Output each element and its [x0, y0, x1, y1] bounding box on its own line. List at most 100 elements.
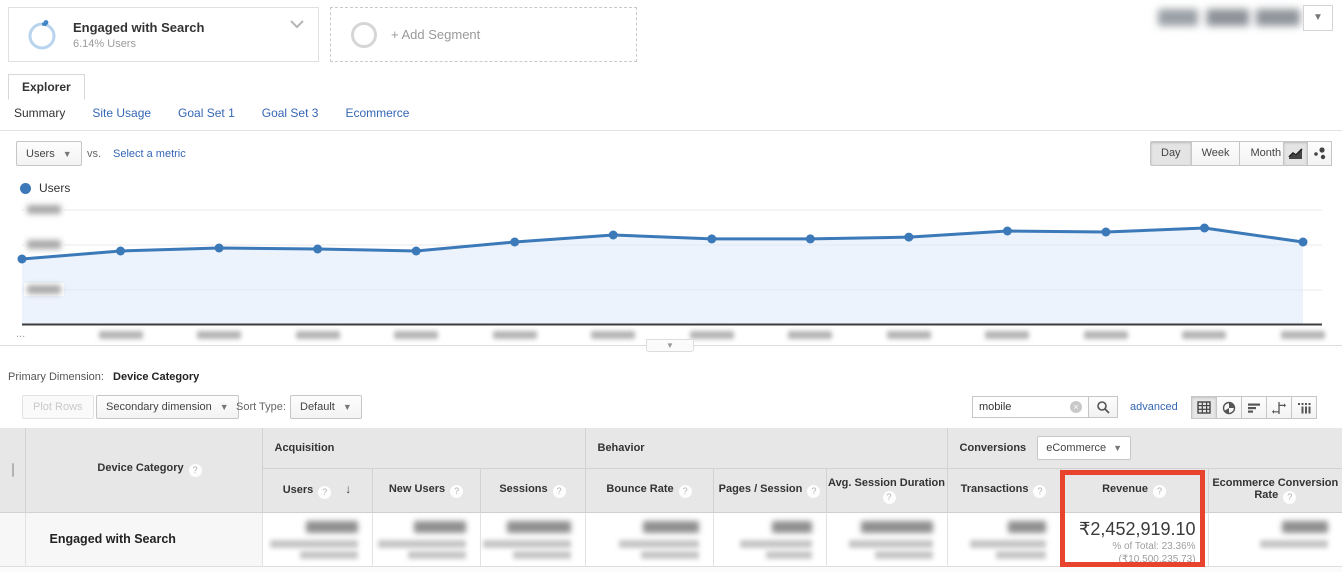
x-axis: ... — [0, 326, 1342, 346]
help-icon[interactable]: ? — [450, 484, 464, 498]
primary-dimension-label: Primary Dimension: — [8, 371, 104, 383]
add-segment-label: + Add Segment — [391, 27, 481, 42]
x-axis-overflow-indicator: ... — [16, 328, 26, 340]
select-all-checkbox[interactable] — [12, 462, 14, 477]
primary-dimension-value[interactable]: Device Category — [113, 371, 200, 383]
help-icon[interactable]: ? — [188, 464, 202, 478]
new-users-value-redacted — [371, 511, 480, 566]
select-all-cell — [0, 428, 25, 513]
metric-selector-dropdown[interactable]: Users ▼ — [16, 141, 82, 166]
column-header-ecommerce-conversion-rate[interactable]: Ecommerce Conversion Rate? — [1207, 468, 1342, 512]
group-header-acquisition: Acquisition — [261, 428, 585, 469]
behavior-group-label: Behavior — [597, 441, 645, 454]
data-view-button[interactable] — [1191, 396, 1217, 419]
caret-down-icon: ▼ — [219, 402, 229, 412]
table-view-buttons — [1191, 396, 1317, 419]
column-header-new-users[interactable]: New Users? — [371, 468, 480, 512]
avg-session-duration-value-redacted — [825, 511, 948, 566]
sort-type-label: Sort Type: — [236, 401, 286, 413]
help-icon[interactable]: ? — [882, 490, 896, 504]
chevron-down-icon[interactable] — [290, 20, 304, 29]
conversions-group-label: Conversions — [959, 441, 1027, 454]
percentage-view-button[interactable] — [1216, 396, 1242, 419]
help-icon[interactable]: ? — [1152, 484, 1166, 498]
applied-segment-card[interactable]: Engaged with Search 6.14% Users — [8, 7, 319, 62]
sort-descending-icon[interactable]: ↓ — [345, 481, 352, 496]
subtab-goal-set-3[interactable]: Goal Set 3 — [261, 106, 319, 120]
avg-session-duration-header-label: Avg. Session Duration — [828, 476, 945, 489]
motion-chart-view-button[interactable] — [1307, 141, 1332, 166]
subtab-goal-set-1[interactable]: Goal Set 1 — [178, 106, 235, 120]
pivot-view-button[interactable] — [1291, 396, 1317, 419]
sort-type-dropdown[interactable]: Default ▼ — [290, 395, 362, 419]
search-input[interactable] — [972, 396, 1088, 418]
table-toolbar: Plot Rows Secondary dimension ▼ Sort Typ… — [0, 393, 1342, 425]
help-icon[interactable]: ? — [807, 484, 821, 498]
row-dimension-cell[interactable]: Engaged with Search — [24, 511, 262, 566]
conversions-type-value: eCommerce — [1046, 441, 1107, 454]
date-range-redacted[interactable] — [1158, 9, 1300, 26]
help-icon[interactable]: ? — [318, 485, 332, 499]
x-axis-date-label-redacted — [394, 331, 439, 339]
secondary-dimension-dropdown[interactable]: Secondary dimension ▼ — [96, 395, 239, 419]
column-header-sessions[interactable]: Sessions? — [479, 468, 585, 512]
chart-collapse-handle[interactable]: ▼ — [646, 339, 694, 352]
users-header-label: Users — [282, 483, 314, 496]
revenue-percent-of-total: % of Total: 23.36% — [1112, 540, 1196, 552]
add-segment-circle-icon — [351, 21, 377, 48]
subtab-ecommerce[interactable]: Ecommerce — [345, 106, 410, 120]
x-axis-date-label-redacted — [492, 331, 537, 339]
plot-rows-button[interactable]: Plot Rows — [22, 395, 94, 419]
chart-type-buttons — [1283, 141, 1332, 166]
table-row-partial — [0, 565, 1342, 572]
transactions-header-label: Transactions — [960, 482, 1029, 495]
secondary-dimension-label: Secondary dimension — [106, 401, 212, 413]
x-axis-date-label-redacted — [591, 331, 636, 339]
sessions-header-label: Sessions — [499, 482, 548, 495]
help-icon[interactable]: ? — [1283, 490, 1297, 504]
granularity-week-button[interactable]: Week — [1190, 141, 1241, 166]
table-row: Engaged with Search ₹2,452,919.10 % of T… — [0, 511, 1342, 566]
clear-search-icon[interactable]: × — [1070, 401, 1082, 413]
subtab-summary[interactable]: Summary — [14, 106, 66, 120]
x-axis-date-label-redacted — [689, 331, 734, 339]
granularity-buttons: Day Week Month — [1150, 141, 1293, 166]
column-header-avg-session-duration[interactable]: Avg. Session Duration? — [825, 468, 948, 512]
chart-legend: Users — [20, 181, 70, 195]
table-search: × — [972, 396, 1118, 418]
date-range-dropdown-button[interactable]: ▼ — [1303, 5, 1333, 31]
column-header-pages-session[interactable]: Pages / Session? — [712, 468, 826, 512]
pages-session-value-redacted — [712, 511, 826, 566]
conversions-type-dropdown[interactable]: eCommerce ▼ — [1037, 435, 1132, 460]
column-header-bounce-rate[interactable]: Bounce Rate? — [584, 468, 713, 512]
help-icon[interactable]: ? — [552, 484, 566, 498]
legend-users-dot-icon — [20, 182, 31, 194]
group-header-behavior: Behavior — [584, 428, 948, 469]
comparison-view-button[interactable] — [1266, 396, 1292, 419]
x-axis-date-label-redacted — [886, 331, 931, 339]
column-header-users[interactable]: Users? ↓ — [261, 468, 372, 512]
line-chart-view-button[interactable] — [1283, 141, 1308, 166]
advanced-search-link[interactable]: advanced — [1130, 401, 1178, 413]
add-segment-card[interactable]: + Add Segment — [330, 7, 637, 62]
select-a-metric-link[interactable]: Select a metric — [113, 148, 186, 160]
vs-label: vs. — [87, 148, 102, 160]
tab-explorer[interactable]: Explorer — [8, 74, 85, 100]
y-axis-label-redacted — [24, 238, 64, 251]
performance-view-button[interactable] — [1241, 396, 1267, 419]
granularity-day-button[interactable]: Day — [1150, 141, 1192, 166]
subtab-site-usage[interactable]: Site Usage — [92, 106, 152, 120]
caret-down-icon: ▼ — [1113, 442, 1123, 453]
column-header-revenue[interactable]: Revenue? — [1059, 468, 1209, 512]
device-category-header-label: Device Category — [97, 462, 184, 475]
column-header-device-category[interactable]: Device Category? — [24, 428, 262, 513]
help-icon[interactable]: ? — [1033, 484, 1047, 498]
table-grid-icon — [1197, 401, 1211, 414]
pages-session-header-label: Pages / Session — [718, 482, 803, 495]
pivot-table-icon — [1298, 402, 1311, 413]
help-icon[interactable]: ? — [678, 484, 692, 498]
search-button[interactable] — [1088, 396, 1118, 418]
column-header-transactions[interactable]: Transactions? — [946, 468, 1061, 512]
x-axis-date-label-redacted — [788, 331, 833, 339]
